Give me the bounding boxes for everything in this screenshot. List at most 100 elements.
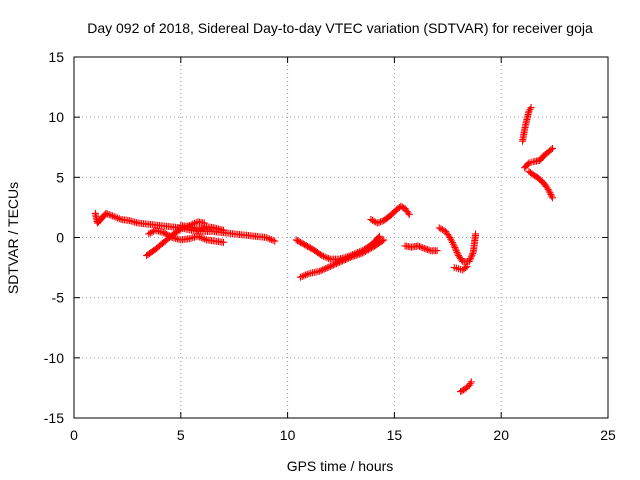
data-point xyxy=(148,228,156,236)
grid xyxy=(74,57,608,418)
plot-frame xyxy=(73,56,609,419)
data-point xyxy=(323,254,331,262)
data-point xyxy=(451,244,459,252)
data-point xyxy=(405,211,413,219)
data-point xyxy=(419,244,427,252)
data-point xyxy=(114,214,122,222)
data-point xyxy=(453,248,461,256)
data-point xyxy=(360,248,368,256)
x-axis-label: GPS time / hours xyxy=(287,458,394,474)
data-point xyxy=(271,237,279,245)
data-point xyxy=(332,260,340,268)
series-arc-11 xyxy=(457,378,475,396)
data-point xyxy=(465,258,473,266)
data-point xyxy=(196,233,204,241)
data-point xyxy=(472,230,480,238)
data-point xyxy=(446,234,454,241)
data-point xyxy=(547,146,555,154)
data-point xyxy=(317,267,325,275)
data-point xyxy=(547,190,555,198)
data-point xyxy=(316,267,324,275)
data-point xyxy=(220,226,228,234)
data-point xyxy=(450,242,458,250)
data-points xyxy=(91,104,556,396)
data-point xyxy=(378,217,386,225)
data-point xyxy=(264,234,272,242)
data-point xyxy=(102,209,110,217)
data-point xyxy=(375,218,383,226)
y-tick-label: 15 xyxy=(48,49,64,65)
chart-title: Day 092 of 2018, Sidereal Day-to-day VTE… xyxy=(87,20,593,36)
data-point xyxy=(377,218,385,226)
data-point xyxy=(420,244,428,252)
data-point xyxy=(108,212,116,220)
data-point xyxy=(320,265,328,273)
data-point xyxy=(323,264,331,272)
data-point xyxy=(378,237,386,245)
x-tick-label: 25 xyxy=(600,427,616,443)
data-point xyxy=(380,236,388,244)
data-point xyxy=(467,378,475,386)
data-point xyxy=(335,258,343,266)
data-point xyxy=(452,245,460,253)
data-point xyxy=(467,254,475,262)
x-tick-label: 5 xyxy=(177,427,185,443)
data-point xyxy=(104,210,112,218)
data-point xyxy=(325,263,333,271)
data-point xyxy=(433,247,441,255)
data-point xyxy=(548,194,556,202)
y-axis-label: SDTVAR / TECUs xyxy=(5,182,21,294)
series-arc-7 xyxy=(367,202,413,227)
data-point xyxy=(175,226,183,234)
data-point xyxy=(448,239,456,247)
data-point xyxy=(363,247,371,255)
series-arc-14 xyxy=(525,167,556,202)
data-point xyxy=(110,213,118,221)
data-point xyxy=(262,234,270,241)
data-point xyxy=(462,264,470,272)
data-point xyxy=(364,246,372,254)
series-arc-9 xyxy=(435,224,480,266)
y-tick-label: -15 xyxy=(44,410,64,426)
data-point xyxy=(548,192,556,200)
data-point xyxy=(326,262,334,270)
data-point xyxy=(468,251,476,259)
data-point xyxy=(546,189,554,197)
data-point xyxy=(296,273,304,281)
data-point xyxy=(197,234,205,242)
data-point xyxy=(370,217,378,225)
data-point xyxy=(322,264,330,272)
axis-ticks: 0 5 10 15 20 25 -15 -10 -5 0 5 10 15 xyxy=(44,49,616,443)
data-point xyxy=(316,251,324,259)
data-point xyxy=(201,235,209,243)
data-point xyxy=(199,234,207,242)
series-arc-8 xyxy=(401,242,441,255)
data-point xyxy=(220,238,228,246)
data-point xyxy=(346,253,354,261)
data-point xyxy=(267,236,275,244)
data-point xyxy=(325,254,333,262)
data-point xyxy=(112,213,120,221)
data-point xyxy=(366,245,374,253)
data-point xyxy=(417,243,425,251)
data-point xyxy=(105,211,113,219)
x-tick-label: 15 xyxy=(387,427,403,443)
data-point xyxy=(300,272,308,280)
data-point xyxy=(469,250,477,258)
data-point xyxy=(452,247,460,255)
data-point xyxy=(345,254,353,262)
data-point xyxy=(266,235,274,243)
y-tick-label: 0 xyxy=(56,230,64,246)
data-point xyxy=(319,266,327,274)
data-point xyxy=(107,211,115,219)
data-point xyxy=(448,237,456,245)
series-arc-12 xyxy=(519,104,535,145)
series-arc-6 xyxy=(296,236,388,281)
x-tick-label: 10 xyxy=(280,427,296,443)
y-tick-label: -5 xyxy=(52,290,65,306)
data-point xyxy=(447,235,455,243)
data-point xyxy=(361,247,369,255)
data-point xyxy=(373,219,381,227)
x-tick-label: 20 xyxy=(493,427,509,443)
y-tick-label: 10 xyxy=(48,109,64,125)
